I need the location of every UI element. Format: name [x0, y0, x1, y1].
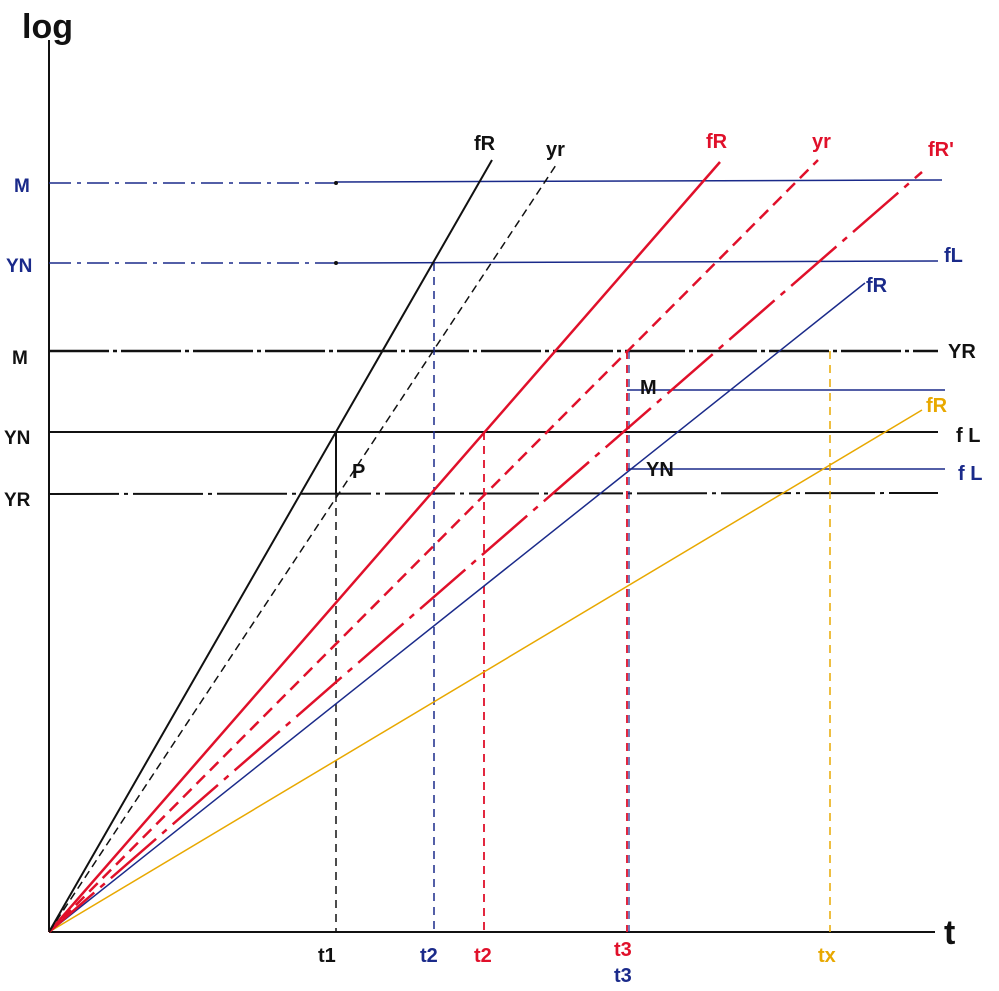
label-red-fr-prime: fR' [928, 139, 954, 161]
label-blue-fl: fL [944, 245, 963, 267]
label-upper-m: M [14, 176, 30, 197]
upper-m-solid [334, 179, 943, 183]
label-mid-m: M [12, 348, 28, 369]
label-red-fr: fR [706, 131, 728, 153]
red-fr-ray [48, 161, 721, 933]
blue-fr-ray [48, 282, 866, 933]
label-orange-fr: fR [926, 395, 948, 417]
label-mid-yn: YN [4, 428, 30, 449]
label-black-yr: yr [546, 139, 565, 161]
label-t3-blue: t3 [614, 965, 632, 987]
x-axis-title: t [944, 914, 955, 952]
orange-fr-ray [48, 409, 923, 933]
label-upper-yn: YN [6, 256, 32, 277]
label-black-yr-right: YR [948, 341, 976, 363]
label-t2-red: t2 [474, 945, 492, 967]
label-blue-fr: fR [866, 275, 888, 297]
label-t3-red: t3 [614, 939, 632, 961]
label-point-p: P [352, 461, 365, 483]
black-yr-ray [48, 161, 559, 933]
label-t1: t1 [318, 945, 336, 967]
label-blue-fl-right: f L [958, 463, 982, 485]
black-fr-ray [48, 159, 493, 933]
y-axis-title: log [22, 8, 73, 46]
label-tx: tx [818, 945, 836, 967]
red-fr-prime-ray [48, 171, 923, 933]
label-red-yr: yr [812, 131, 831, 153]
red-yr-ray [48, 159, 819, 933]
label-black-fl-right: f L [956, 425, 980, 447]
label-inner-m: M [640, 377, 657, 399]
upper-m-dot [334, 181, 338, 185]
label-low-yr: YR [4, 490, 31, 511]
upper-yn-solid [334, 260, 939, 264]
label-t2-blue: t2 [420, 945, 438, 967]
low-yr-line [48, 492, 939, 495]
label-inner-yn: YN [646, 459, 674, 481]
label-black-fr: fR [474, 133, 496, 155]
upper-yn-dot [334, 261, 338, 265]
